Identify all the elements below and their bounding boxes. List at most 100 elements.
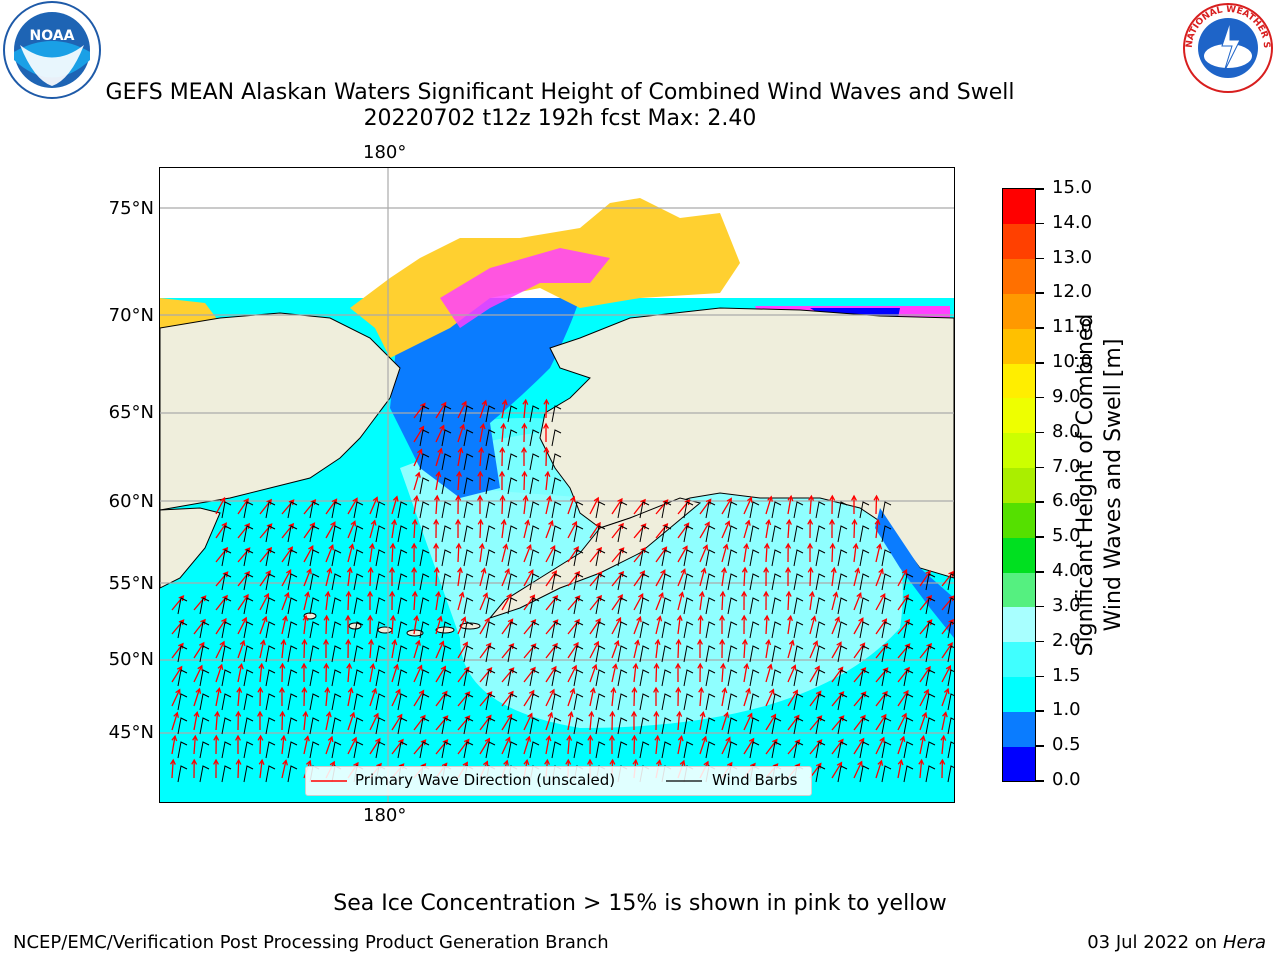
wave-arrow <box>457 642 468 659</box>
wave-arrow <box>303 639 306 659</box>
wind-barb <box>485 453 496 471</box>
wind-barb <box>859 573 870 591</box>
wind-barb <box>529 645 540 663</box>
wind-barb <box>419 693 430 711</box>
wind-barb <box>529 405 540 423</box>
wave-arrow-head <box>675 638 682 645</box>
wind-barb <box>199 717 210 735</box>
wind-barb <box>463 669 474 687</box>
wave-arrow-head <box>478 446 485 453</box>
wind-barb <box>463 549 474 567</box>
wave-arrow-head <box>588 710 595 717</box>
wind-barb <box>397 621 408 639</box>
wave-arrow-head <box>746 496 753 503</box>
wave-arrow-head <box>482 592 489 599</box>
wave-arrow <box>589 712 593 731</box>
wind-barb <box>419 549 430 567</box>
colorbar-segment <box>1003 746 1035 782</box>
wind-barb <box>683 645 694 663</box>
wave-arrow-head <box>614 639 620 647</box>
wind-barb <box>397 717 408 735</box>
wave-arrow-head <box>721 686 728 694</box>
wave-arrow <box>699 615 702 635</box>
wind-barb <box>727 597 738 615</box>
wave-arrow <box>699 736 707 755</box>
wind-barb <box>947 693 954 711</box>
wind-barb <box>749 669 760 687</box>
wave-arrow-head <box>213 734 220 741</box>
wave-arrow-head <box>763 566 770 573</box>
wind-barb <box>287 717 298 735</box>
wave-arrow <box>413 616 418 635</box>
barb-legend-label: Wind Barbs <box>712 771 798 789</box>
wave-arrow <box>699 522 710 539</box>
wave-arrow <box>919 712 927 731</box>
wind-barb <box>683 573 694 591</box>
wave-arrow <box>237 688 241 707</box>
wave-arrow-head <box>349 711 356 718</box>
wave-arrow <box>743 544 748 563</box>
wind-barb <box>485 621 496 639</box>
wave-arrow-head <box>829 518 835 525</box>
wind-barb <box>771 741 782 759</box>
wave-arrow-head <box>923 688 929 695</box>
wave-arrow <box>369 567 372 587</box>
wave-arrow-head <box>477 494 483 501</box>
wave-arrow-head <box>697 614 704 621</box>
colorbar-segment <box>1003 223 1035 260</box>
wave-arrow <box>809 666 820 683</box>
wind-barb <box>485 477 496 495</box>
colorbar-tick-label: 0.0 <box>1052 769 1081 790</box>
wind-barb <box>309 741 320 759</box>
wave-arrow <box>435 641 444 659</box>
wind-barb <box>551 429 562 447</box>
wind-barb <box>639 693 650 711</box>
wind-barb <box>243 501 254 519</box>
wind-barb <box>397 645 408 663</box>
wave-arrow <box>281 760 287 779</box>
colorbar-tick-mark <box>1036 536 1044 538</box>
wind-barb <box>177 597 188 615</box>
wave-arrow-head <box>878 567 884 575</box>
wind-barb <box>705 549 716 567</box>
wave-arrow-head <box>302 710 309 717</box>
wind-barb <box>595 693 606 711</box>
wind-barb <box>375 525 386 543</box>
wave-arrow-head <box>897 758 904 766</box>
wind-barb <box>617 573 628 591</box>
wave-arrow <box>743 520 750 539</box>
wave-arrow-head <box>280 638 287 645</box>
wave-arrow-head <box>391 638 398 646</box>
wave-arrow <box>347 591 350 611</box>
wind-barb <box>859 597 870 615</box>
wind-barb <box>727 573 738 591</box>
colorbar-tick-mark <box>1036 431 1044 434</box>
wave-arrow-head <box>745 687 751 694</box>
wind-barb <box>661 669 672 687</box>
wave-arrow <box>281 736 285 755</box>
wind-barb <box>397 693 408 711</box>
wind-barb <box>661 573 672 591</box>
wind-barb <box>353 525 364 543</box>
wind-barb <box>639 549 650 567</box>
wind-barb <box>815 621 826 639</box>
wind-barb <box>265 501 276 519</box>
wind-barb <box>221 573 232 591</box>
wave-arrow <box>743 713 753 731</box>
wave-arrow <box>325 736 333 755</box>
wave-arrow-head <box>741 638 748 645</box>
wave-arrow-head <box>901 712 907 719</box>
wave-arrow-head <box>698 686 705 693</box>
wave-arrow <box>831 642 842 659</box>
wind-barb <box>771 501 782 519</box>
wave-arrow <box>743 497 752 515</box>
wind-barb <box>705 717 716 735</box>
wave-arrow <box>281 640 285 659</box>
wind-barb <box>661 645 672 663</box>
wind-barb <box>837 549 848 567</box>
wind-barb <box>595 621 606 639</box>
wave-arrow-head <box>544 470 551 477</box>
wind-barb <box>837 741 848 759</box>
wave-arrow-head <box>609 734 615 741</box>
wave-arrow-head <box>724 520 731 527</box>
